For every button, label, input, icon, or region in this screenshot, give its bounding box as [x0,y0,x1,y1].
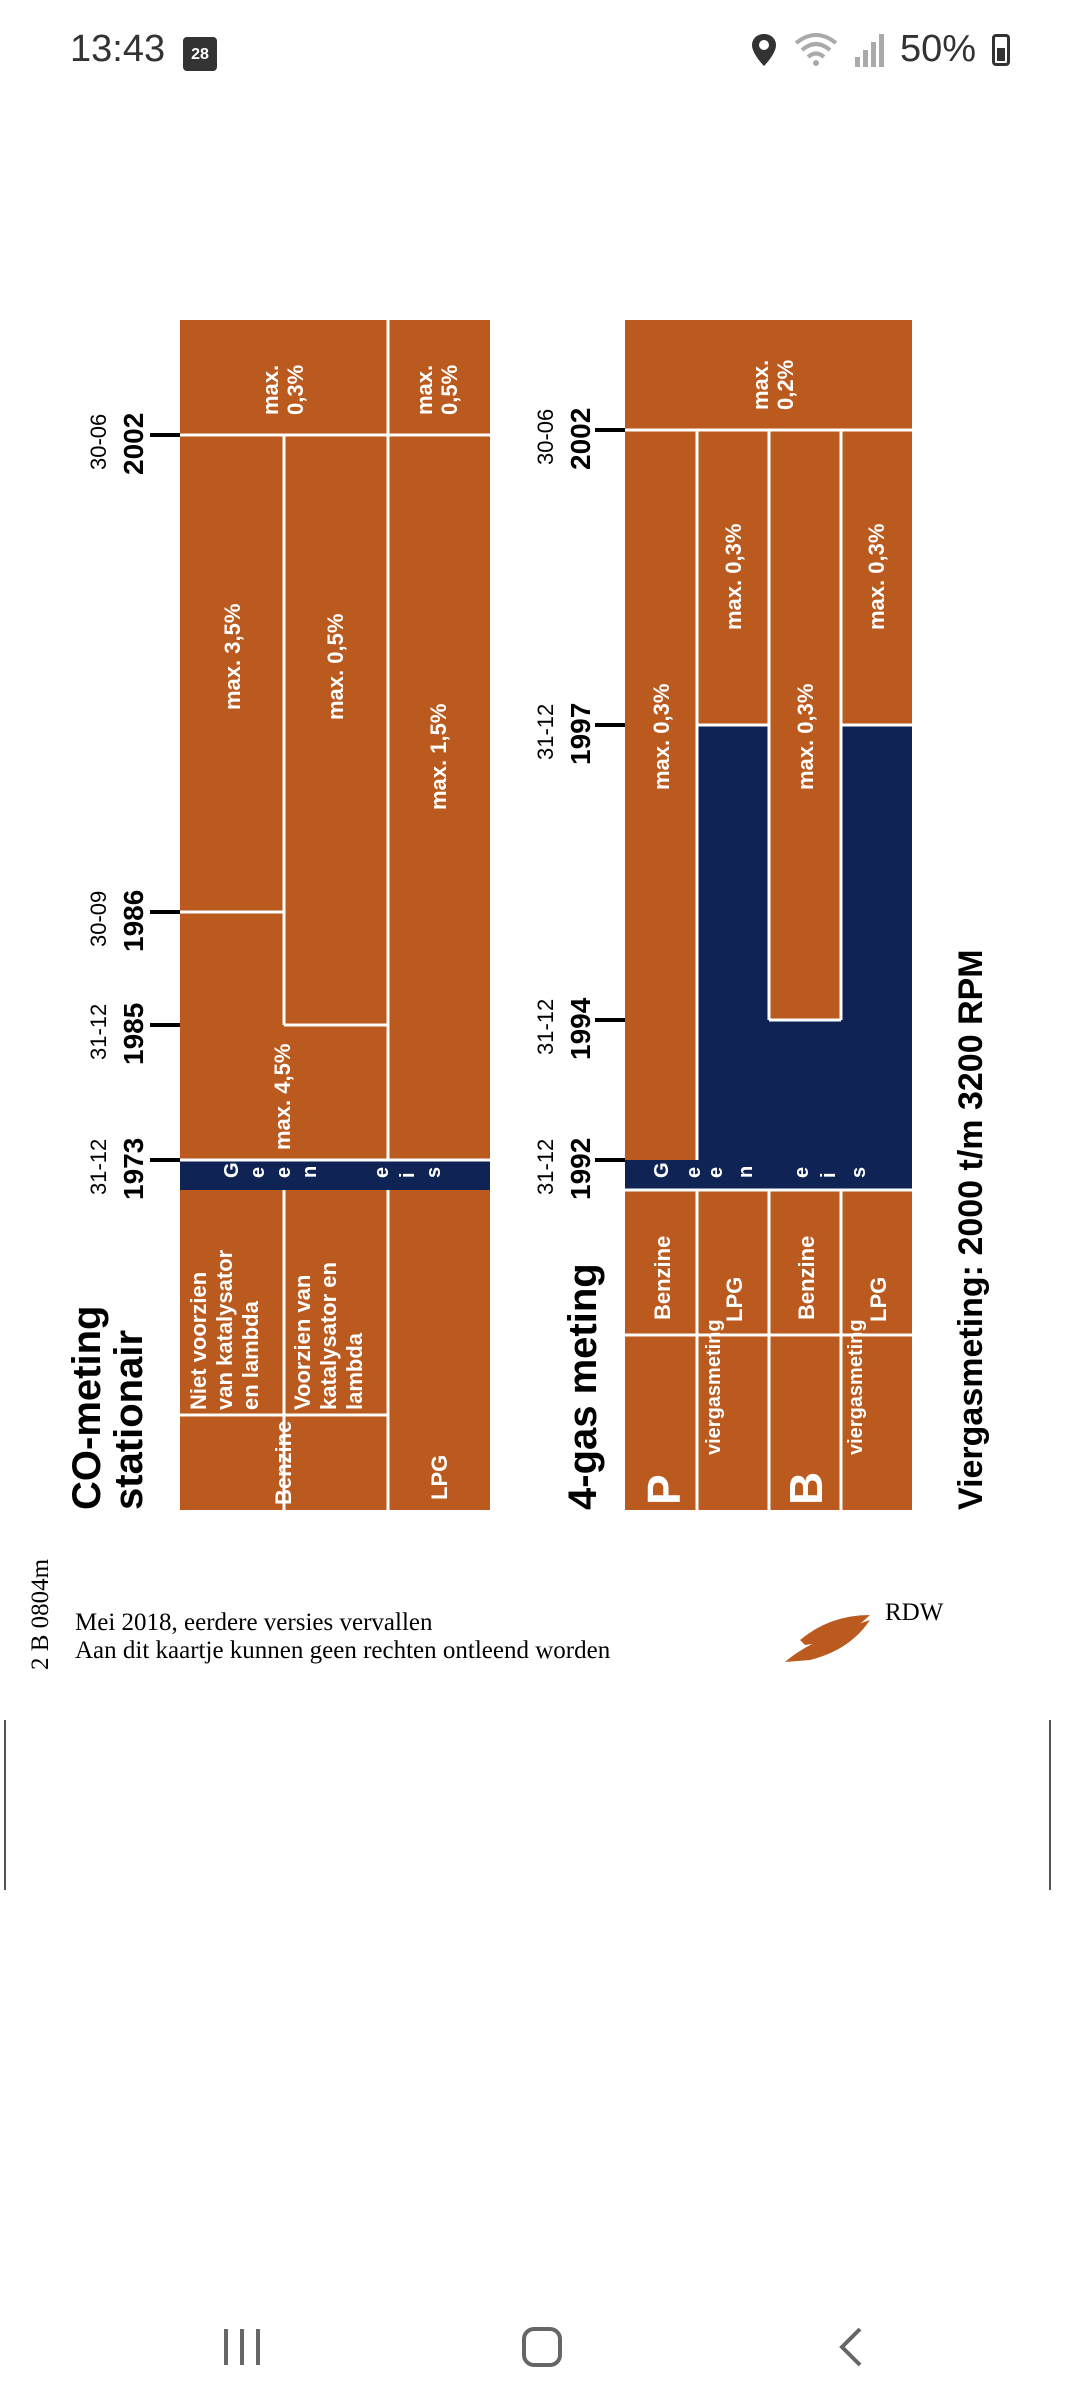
co-geen-eis-band [180,1160,490,1190]
co-meting-table: Benzine Niet voorzien van katalysator en… [65,320,490,1510]
co-title-line2: stationair [107,1330,151,1510]
footer-line1: Mei 2018, eerdere versies vervallen [75,1609,433,1636]
four-gas-table: Benzine LPG Benzine LPG P viergasmeting … [533,320,912,1510]
co-label-voor-2: katalysator en [316,1262,341,1410]
co-value-0-3-l2: 0,3% [283,365,308,415]
svg-text:i: i [818,1172,840,1178]
rdw-logo-icon: RDW [785,1599,944,1662]
emission-card-figure: Benzine Niet voorzien van katalysator en… [4,320,1051,1890]
co-title-line1: CO-meting [65,1306,109,1510]
gas-label-b: B [780,1472,832,1505]
co-timeline: 31-12 1973 31-12 1985 30-09 1986 30-06 2… [86,413,180,1200]
co-label-benzine: Benzine [271,1421,296,1505]
co-label-voor-3: lambda [342,1332,367,1410]
svg-text:e: e [273,1167,295,1178]
gas-label-b-viergas: viergasmeting [845,1319,867,1455]
gas-value-p-benzine: max. 0,3% [649,684,674,790]
gas-value-p-lpg: max. 0,3% [721,524,746,630]
status-bar: 13:43 28 50% [0,0,1080,110]
svg-text:i: i [397,1172,419,1178]
doc-code: 2 B 0804m [27,1558,54,1670]
status-time: 13:43 [70,28,166,70]
co-geen-eis-letters: G e e n e i s [221,1162,445,1178]
gas-title: 4-gas meting [561,1263,605,1510]
wifi-icon [794,32,838,66]
gas-label-p-viergas: viergasmeting [703,1319,725,1455]
svg-text:31-12: 31-12 [86,1004,111,1060]
svg-text:e: e [705,1167,727,1178]
home-icon[interactable] [520,2325,564,2369]
gas-value-b-benzine: max. 0,3% [793,684,818,790]
gas-label-p-lpg: LPG [722,1277,747,1322]
svg-text:1985: 1985 [118,1003,149,1065]
co-value-4-5: max. 4,5% [270,1044,295,1150]
svg-text:e: e [791,1167,813,1178]
svg-text:n: n [735,1166,757,1178]
svg-text:31-12: 31-12 [86,1139,111,1195]
co-value-0-5b-l2: 0,5% [437,365,462,415]
svg-text:1986: 1986 [118,890,149,952]
viergasmeting-title: Viergasmeting: 2000 t/m 3200 RPM [952,949,990,1510]
svg-text:e: e [247,1167,269,1178]
gas-geen-eis-b-lpg [841,725,912,1190]
gas-value-2002-l1: max. [748,360,773,410]
svg-text:G: G [651,1162,673,1178]
co-label-lpg: LPG [427,1455,452,1500]
co-label-niet-2: van katalysator [212,1249,237,1410]
gas-label-p: P [638,1474,690,1505]
svg-text:1997: 1997 [565,703,596,765]
co-value-0-5: max. 0,5% [323,614,348,720]
svg-text:1973: 1973 [118,1138,149,1200]
svg-text:30-06: 30-06 [86,414,111,470]
co-value-1-5: max. 1,5% [426,704,451,810]
svg-text:2002: 2002 [565,408,596,470]
calendar-icon: 28 [183,37,217,71]
svg-text:s: s [423,1167,445,1178]
co-value-3-5: max. 3,5% [220,604,245,710]
svg-text:n: n [299,1166,321,1178]
svg-text:30-09: 30-09 [86,891,111,947]
battery-icon [992,33,1010,66]
svg-text:e: e [683,1167,705,1178]
co-label-area [180,1190,490,1510]
svg-text:1992: 1992 [565,1138,596,1200]
co-label-niet-1: Niet voorzien [186,1272,211,1410]
back-icon[interactable] [830,2325,874,2369]
footer-line2: Aan dit kaartje kunnen geen rechten ontl… [75,1637,611,1664]
svg-text:2002: 2002 [118,413,149,475]
location-icon [751,33,776,66]
gas-value-2002-l2: 0,2% [773,360,798,410]
gas-geen-eis-b-benzine [769,1020,841,1190]
gas-label-b-lpg: LPG [866,1277,891,1322]
svg-text:s: s [848,1167,870,1178]
gas-label-p-benzine: Benzine [650,1236,675,1320]
navigation-bar [0,2300,1080,2400]
gas-value-b-lpg: max. 0,3% [864,524,889,630]
gas-geen-eis-letters: G e e n e i s [651,1162,870,1178]
battery-percentage: 50% [899,28,976,70]
svg-text:1994: 1994 [565,997,596,1060]
svg-text:G: G [221,1162,243,1178]
co-label-niet-3: en lambda [238,1300,263,1410]
document-card: Benzine Niet voorzien van katalysator en… [0,110,1080,1890]
svg-text:31-12: 31-12 [533,1139,558,1195]
status-icons: 50% [750,28,1010,71]
recents-icon[interactable] [220,2325,264,2369]
co-value-0-5b-l1: max. [412,365,437,415]
svg-text:30-06: 30-06 [533,409,558,465]
gas-geen-eis-p-lpg [697,725,769,1190]
svg-text:31-12: 31-12 [533,999,558,1055]
co-data-area [180,320,490,1160]
svg-text:31-12: 31-12 [533,704,558,760]
co-label-voor-1: Voorzien van [290,1275,315,1410]
gas-timeline: 31-12 1992 31-12 1994 31-12 1997 30-06 2… [533,408,625,1200]
svg-text:e: e [371,1167,393,1178]
gas-label-b-benzine: Benzine [794,1236,819,1320]
signal-icon [854,33,884,67]
co-value-0-3-l1: max. [258,365,283,415]
rdw-brand: RDW [885,1599,944,1626]
